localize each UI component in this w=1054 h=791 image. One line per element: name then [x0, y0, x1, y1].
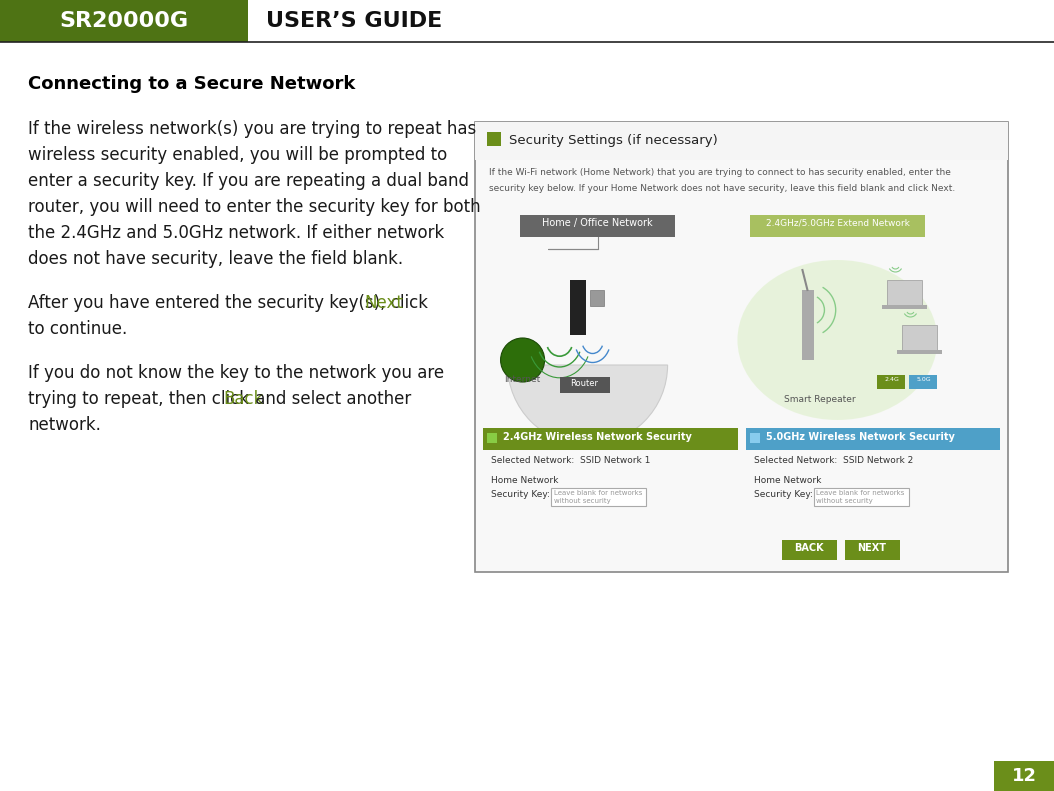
Text: 2.4G: 2.4G: [884, 377, 899, 382]
Text: Internet: Internet: [505, 375, 541, 384]
Text: Next: Next: [364, 294, 403, 312]
Text: trying to repeat, then click: trying to repeat, then click: [28, 390, 254, 408]
Text: SR20000G: SR20000G: [59, 11, 189, 31]
Text: and select another: and select another: [250, 390, 411, 408]
Bar: [475, 122, 1008, 572]
Text: Security Settings (if necessary): Security Settings (if necessary): [509, 134, 718, 147]
Text: BACK: BACK: [794, 543, 824, 553]
Bar: [910, 375, 937, 389]
Text: Back: Back: [222, 390, 264, 408]
Text: 2.4GHz/5.0GHz Extend Network: 2.4GHz/5.0GHz Extend Network: [765, 218, 910, 227]
Text: Home / Office Network: Home / Office Network: [542, 218, 652, 228]
Text: Leave blank for networks: Leave blank for networks: [554, 490, 642, 496]
Text: If the Wi-Fi network (Home Network) that you are trying to connect to has securi: If the Wi-Fi network (Home Network) that…: [489, 168, 951, 177]
Bar: [569, 280, 586, 335]
Text: Home Network: Home Network: [754, 476, 821, 485]
Text: If the wireless network(s) you are trying to repeat has: If the wireless network(s) you are tryin…: [28, 120, 476, 138]
Bar: [475, 122, 1008, 160]
Text: Security Key:: Security Key:: [491, 490, 550, 499]
Text: After you have entered the security key(s), click: After you have entered the security key(…: [28, 294, 433, 312]
Text: wireless security enabled, you will be prompted to: wireless security enabled, you will be p…: [28, 146, 447, 164]
Text: 5.0GHz Wireless Network Security: 5.0GHz Wireless Network Security: [765, 432, 954, 442]
Text: to continue.: to continue.: [28, 320, 128, 338]
Text: router, you will need to enter the security key for both: router, you will need to enter the secur…: [28, 198, 481, 216]
Bar: [520, 215, 676, 237]
Bar: [802, 290, 815, 360]
Text: Connecting to a Secure Network: Connecting to a Secure Network: [28, 75, 355, 93]
Bar: [887, 280, 922, 305]
Wedge shape: [508, 365, 667, 445]
Bar: [551, 488, 646, 506]
Bar: [882, 305, 928, 309]
Bar: [483, 428, 738, 450]
Bar: [749, 433, 760, 443]
Bar: [844, 540, 899, 560]
Text: enter a security key. If you are repeating a dual band: enter a security key. If you are repeati…: [28, 172, 469, 190]
Bar: [487, 433, 497, 443]
Bar: [897, 350, 942, 354]
Text: 5.0G: 5.0G: [916, 377, 931, 382]
Text: Smart Repeater: Smart Repeater: [783, 395, 855, 404]
Text: does not have security, leave the field blank.: does not have security, leave the field …: [28, 250, 403, 268]
Bar: [487, 132, 501, 146]
Text: Leave blank for networks: Leave blank for networks: [817, 490, 905, 496]
Bar: [0, 0, 248, 42]
Text: NEXT: NEXT: [858, 543, 886, 553]
Text: Router: Router: [570, 379, 599, 388]
Bar: [750, 215, 925, 237]
Text: 2.4GHz Wireless Network Security: 2.4GHz Wireless Network Security: [503, 432, 691, 442]
Text: Home Network: Home Network: [491, 476, 559, 485]
Bar: [781, 540, 837, 560]
Text: without security: without security: [817, 498, 874, 504]
Text: Selected Network:  SSID Network 2: Selected Network: SSID Network 2: [754, 456, 913, 465]
Bar: [902, 325, 937, 350]
Bar: [994, 761, 1054, 791]
Text: Selected Network:  SSID Network 1: Selected Network: SSID Network 1: [491, 456, 650, 465]
Bar: [248, 0, 1054, 42]
Text: Security Key:: Security Key:: [754, 490, 813, 499]
Text: If you do not know the key to the network you are: If you do not know the key to the networ…: [28, 364, 444, 382]
Text: network.: network.: [28, 416, 101, 434]
Bar: [877, 375, 905, 389]
Circle shape: [501, 338, 545, 382]
Text: USER’S GUIDE: USER’S GUIDE: [266, 11, 443, 31]
Text: security key below. If your Home Network does not have security, leave this fiel: security key below. If your Home Network…: [489, 184, 955, 193]
Text: without security: without security: [554, 498, 610, 504]
Bar: [589, 290, 604, 306]
Text: 12: 12: [1012, 767, 1036, 785]
Ellipse shape: [738, 260, 937, 420]
Bar: [745, 428, 1000, 450]
Bar: [560, 377, 609, 393]
Text: the 2.4GHz and 5.0GHz network. If either network: the 2.4GHz and 5.0GHz network. If either…: [28, 224, 444, 242]
Bar: [814, 488, 909, 506]
